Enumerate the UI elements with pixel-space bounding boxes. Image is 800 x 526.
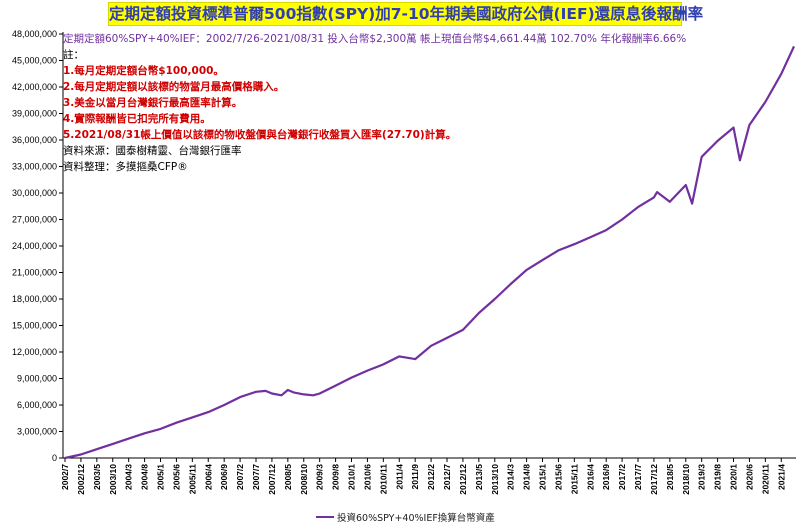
y-tick-label: 21,000,000 xyxy=(12,268,57,278)
x-tick-label: 2010/6 xyxy=(362,464,372,490)
x-tick-label: 2002/7 xyxy=(60,464,70,490)
note-item-1: 1.每月定期定額台幣$100,000。 xyxy=(63,65,224,77)
legend: 投資60%SPY+40%IEF換算台幣資產 xyxy=(316,510,495,524)
x-tick-label: 2018/10 xyxy=(681,464,691,495)
x-tick-label: 2012/2 xyxy=(426,464,436,490)
x-tick-label: 2010/11 xyxy=(378,464,388,495)
y-tick-label: 48,000,000 xyxy=(12,29,57,39)
x-tick-label: 2016/4 xyxy=(585,464,595,490)
x-tick-label: 2013/5 xyxy=(474,464,484,490)
x-tick-label: 2008/5 xyxy=(283,464,293,490)
note-item-4: 4.實際報酬皆已扣完所有費用。 xyxy=(63,113,211,125)
y-tick-label: 3,000,000 xyxy=(17,427,57,437)
x-tick-label: 2012/12 xyxy=(458,464,468,495)
x-tick-label: 2013/10 xyxy=(490,464,500,495)
x-tick-label: 2004/8 xyxy=(140,464,150,490)
x-tick-label: 2020/1 xyxy=(729,464,739,490)
x-tick-label: 2009/3 xyxy=(315,464,325,490)
x-tick-label: 2019/3 xyxy=(697,464,707,490)
y-tick-label: 27,000,000 xyxy=(12,215,57,225)
chart-title: 定期定額投資標準普爾500指數(SPY)加7-10年期美國政府公債(IEF)還原… xyxy=(108,2,703,26)
series-layer xyxy=(64,45,795,460)
y-tick-label: 33,000,000 xyxy=(12,162,57,172)
x-tick-label: 2007/7 xyxy=(251,464,261,490)
y-tick-label: 36,000,000 xyxy=(12,135,57,145)
note-item-2: 2.每月定期定額以該標的物當月最高價格購入。 xyxy=(63,81,285,93)
y-tick-label: 45,000,000 xyxy=(12,56,57,66)
x-tick-label: 2012/7 xyxy=(442,464,452,490)
legend-label: 投資60%SPY+40%IEF換算台幣資產 xyxy=(337,513,495,524)
x-tick-label: 2003/5 xyxy=(92,464,102,490)
y-tick-label: 12,000,000 xyxy=(12,347,57,357)
x-tick-label: 2009/8 xyxy=(331,464,341,490)
x-tick-label: 2006/9 xyxy=(219,464,229,490)
y-tick-label: 9,000,000 xyxy=(17,374,57,384)
legend-swatch xyxy=(316,516,334,518)
x-tick-label: 2017/12 xyxy=(649,464,659,495)
x-tick-label: 2014/8 xyxy=(522,464,532,490)
x-tick-label: 2006/4 xyxy=(203,464,213,490)
x-tick-label: 2018/5 xyxy=(665,464,675,490)
x-tick-label: 2004/3 xyxy=(124,464,134,490)
x-tick-label: 2010/1 xyxy=(347,464,357,490)
notes-header: 註： xyxy=(63,49,84,61)
y-axis: 0 3,000,000 6,000,000 9,000,000 12,000,000 15… xyxy=(12,29,64,463)
note-item-3: 3.美金以當月台灣銀行最高匯率計算。 xyxy=(63,97,243,109)
x-tick-label: 2014/3 xyxy=(506,464,516,490)
x-tick-label: 2016/9 xyxy=(601,464,611,490)
x-tick-label: 2008/10 xyxy=(299,464,309,495)
y-tick-label: 24,000,000 xyxy=(12,241,57,251)
y-tick-label: 39,000,000 xyxy=(12,109,57,119)
y-tick-label: 30,000,000 xyxy=(12,188,57,198)
x-tick-label: 2015/11 xyxy=(569,464,579,495)
y-tick-label: 18,000,000 xyxy=(12,294,57,304)
data-source: 資料來源：國泰樹精靈、台灣銀行匯率 xyxy=(63,145,242,157)
x-tick-label: 2019/8 xyxy=(713,464,723,490)
x-tick-label: 2007/12 xyxy=(267,464,277,495)
x-tick-label: 2011/4 xyxy=(394,464,404,490)
data-compiler: 資料整理：多摸摳桑CFP® xyxy=(63,161,188,173)
x-tick-label: 2020/11 xyxy=(760,464,770,495)
x-tick-label: 2007/2 xyxy=(235,464,245,490)
x-tick-label: 2011/9 xyxy=(410,464,420,490)
y-tick-label: 6,000,000 xyxy=(17,400,57,410)
x-tick-label: 2015/1 xyxy=(538,464,548,490)
y-tick-label: 0 xyxy=(52,453,57,463)
x-tick-label: 2005/1 xyxy=(156,464,166,490)
x-tick-label: 2017/7 xyxy=(633,464,643,490)
x-tick-label: 2021/4 xyxy=(776,464,786,490)
note-item-5: 5.2021/08/31帳上價值以該標的物收盤價與台灣銀行收盤買入匯率(27.7… xyxy=(63,129,457,141)
y-tick-label: 42,000,000 xyxy=(12,82,57,92)
x-tick-label: 2015/6 xyxy=(553,464,563,490)
chart-summary: 定期定額60%SPY+40%IEF：2002/7/26-2021/08/31 投… xyxy=(63,33,687,45)
x-tick-label: 2005/11 xyxy=(187,464,197,495)
series-line xyxy=(64,45,795,460)
x-tick-label: 2005/6 xyxy=(171,464,181,490)
x-tick-label: 2020/6 xyxy=(744,464,754,490)
x-axis: 2002/7 2002/12 2003/5 2003/10 2004/3 2004/8 20… xyxy=(60,457,796,495)
chart-notes: 註： 1.每月定期定額台幣$100,000。 2.每月定期定額以該標的物當月最高… xyxy=(63,47,623,175)
x-tick-label: 2003/10 xyxy=(108,464,118,495)
x-tick-label: 2002/12 xyxy=(76,464,86,495)
y-tick-label: 15,000,000 xyxy=(12,321,57,331)
x-tick-label: 2017/2 xyxy=(617,464,627,490)
